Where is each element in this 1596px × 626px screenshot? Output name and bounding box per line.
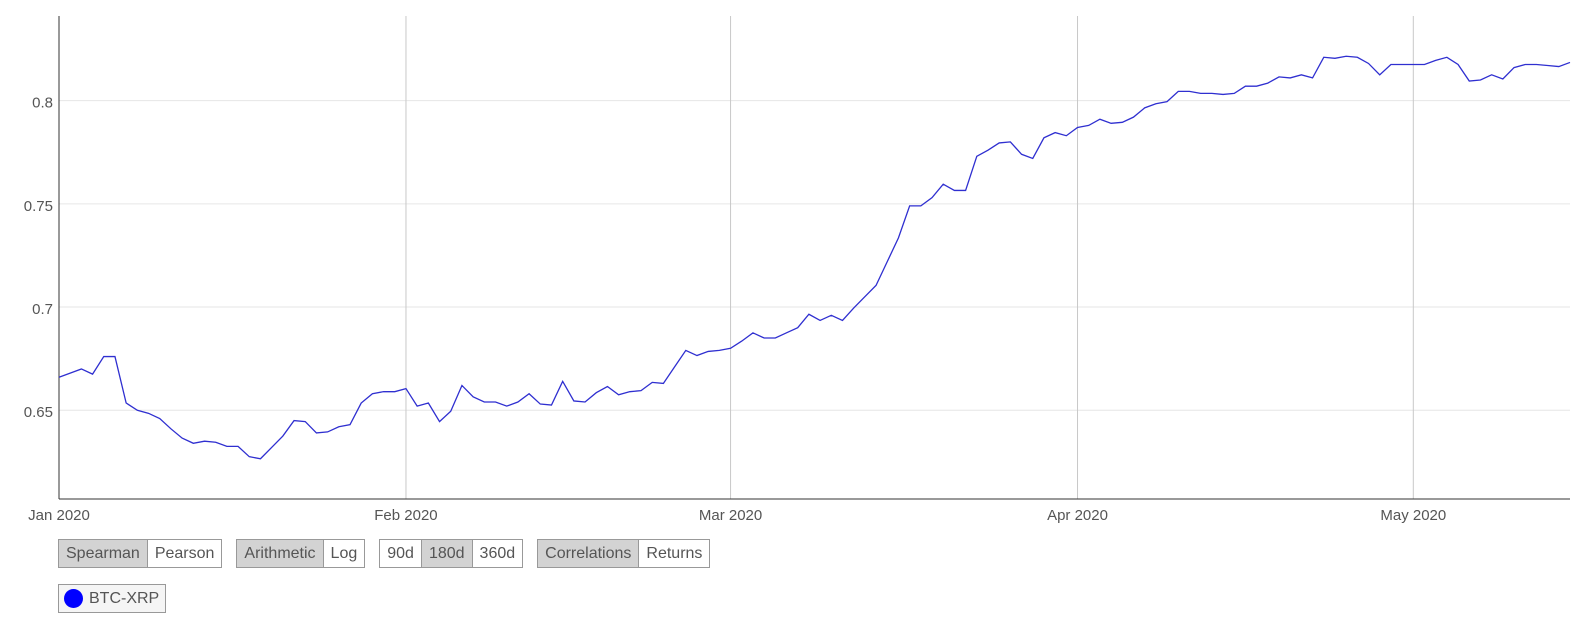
y-tick-label: 0.8 <box>32 95 53 112</box>
legend[interactable]: BTC-XRP <box>58 584 167 613</box>
toggle-button[interactable]: Returns <box>638 539 711 568</box>
line <box>58 55 1571 460</box>
y-tick-label: 0.65 <box>24 404 53 421</box>
button-group: 90d 180d 360d <box>379 539 524 568</box>
x-tick-label: Jan 2020 <box>28 507 90 524</box>
toggle-button[interactable]: 90d <box>379 539 422 568</box>
toggle-button[interactable]: Arithmetic <box>236 539 324 568</box>
toggle-button[interactable]: 360d <box>471 539 524 568</box>
chart: 0.65 0.7 0.75 0.8 Jan 2020 Feb 2020 Mar 2020 Ap… <box>24 16 1571 524</box>
toggle-button[interactable]: 180d <box>420 539 473 568</box>
legend-label: BTC-XRP <box>89 589 160 607</box>
controls: Spearman Pearson Arithmetic Log 90d 180d 360d C… <box>58 539 711 568</box>
legend-marker <box>64 589 83 608</box>
x-tick-label: Feb 2020 <box>374 507 437 524</box>
toggle-button[interactable]: Spearman <box>58 539 148 568</box>
y-tick-label: 0.7 <box>32 301 53 318</box>
x-tick-label: May 2020 <box>1380 507 1446 524</box>
toggle-button[interactable]: Correlations <box>537 539 640 568</box>
button-group: Arithmetic Log <box>236 539 366 568</box>
toggle-button[interactable]: Log <box>322 539 366 568</box>
button-group: Correlations Returns <box>537 539 711 568</box>
y-tick-label: 0.75 <box>24 198 53 215</box>
button-group: Spearman Pearson <box>58 539 223 568</box>
x-tick-label: Apr 2020 <box>1047 507 1108 524</box>
toggle-button[interactable]: Pearson <box>146 539 223 568</box>
x-tick-label: Mar 2020 <box>699 507 762 524</box>
